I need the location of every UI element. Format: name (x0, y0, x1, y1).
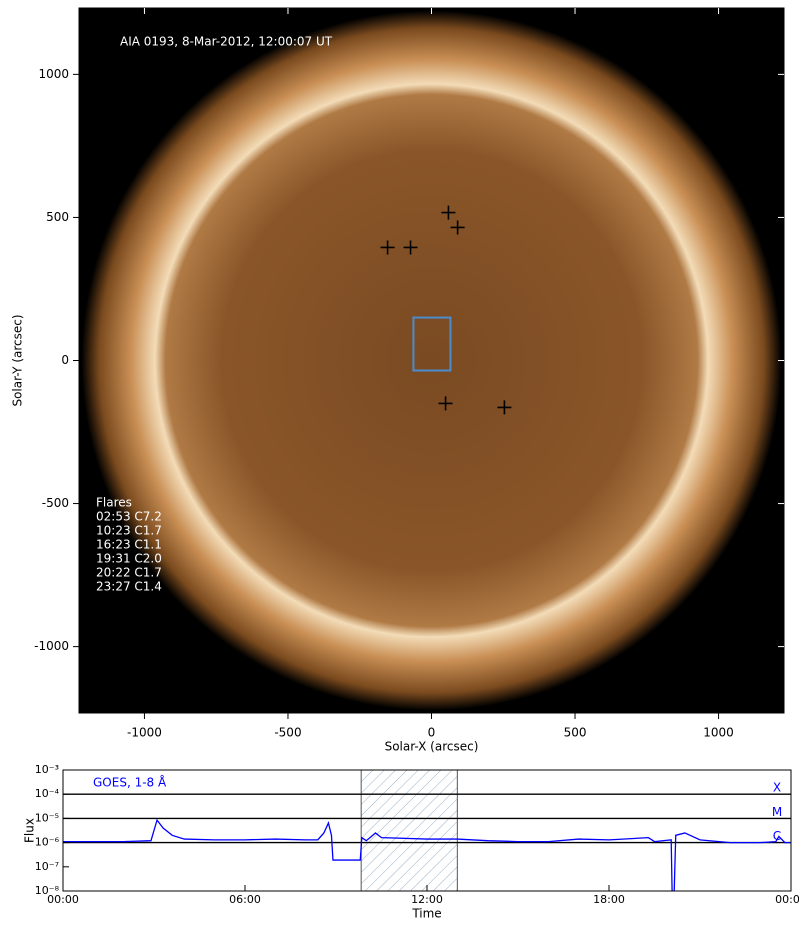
flare-marker (450, 220, 465, 235)
x-tick-label: 0 (428, 726, 436, 740)
legend-entry: GOES, 1-8 Å (93, 775, 167, 790)
flare-cross (497, 400, 512, 415)
flare-cross (403, 240, 418, 255)
y-tick-label: 10⁻³ (35, 763, 59, 776)
class-label: C (773, 829, 781, 843)
x-axis-label: Solar-X (arcsec) (385, 740, 479, 754)
annotation-line: 16:23 C1.1 (96, 538, 162, 552)
flare-marker (380, 240, 395, 255)
y-tick-label: 10⁻⁷ (35, 860, 59, 873)
region-box (412, 316, 452, 372)
y-tick-label: 0 (61, 353, 69, 367)
y-tick-label: 1000 (38, 67, 69, 81)
annotation-line: 10:23 C1.7 (96, 524, 162, 538)
y-tick-label: 10⁻⁵ (35, 811, 59, 824)
image-title: AIA 0193, 8-Mar-2012, 12:00:07 UT (120, 35, 333, 49)
flare-cross (438, 396, 453, 411)
x-tick-label: 18:00 (593, 893, 625, 906)
y-axis-label: Flux (23, 818, 37, 843)
x-tick-label: 06:00 (229, 893, 261, 906)
annotation-line: 20:22 C1.7 (96, 566, 162, 580)
x-tick-label: 00:00 (47, 893, 79, 906)
annotation-line: 23:27 C1.4 (96, 580, 162, 594)
x-tick-label: 00:00 (775, 893, 799, 906)
x-tick-label: 12:00 (411, 893, 443, 906)
x-tick-label: -1000 (127, 726, 162, 740)
x-tick-label: -500 (274, 726, 301, 740)
class-label: M (772, 805, 782, 819)
class-label: X (773, 781, 781, 795)
x-tick-label: 500 (564, 726, 587, 740)
y-tick-label: 10⁻⁶ (35, 836, 60, 849)
flare-cross (380, 240, 395, 255)
shaded-window (360, 769, 458, 892)
y-axis-label: Solar-Y (arcsec) (11, 314, 25, 406)
sun (81, 10, 782, 711)
x-tick-label: 1000 (703, 726, 734, 740)
x-axis-label: Time (411, 907, 441, 921)
flare-marker (497, 400, 512, 415)
flare-marker (441, 205, 456, 220)
annotation-line: 19:31 C2.0 (96, 552, 162, 566)
annotation-title: Flares (96, 496, 132, 510)
y-tick-label: 10⁻⁸ (35, 884, 60, 897)
y-tick-label: -1000 (34, 639, 69, 653)
flare-marker (438, 396, 453, 411)
flare-cross (441, 205, 456, 220)
flare-cross (450, 220, 465, 235)
annotation-line: 02:53 C7.2 (96, 510, 162, 524)
flux-line (63, 818, 791, 891)
y-tick-label: 500 (46, 210, 69, 224)
y-tick-label: -500 (42, 496, 69, 510)
flare-marker (403, 240, 418, 255)
y-tick-label: 10⁻⁴ (35, 787, 60, 800)
